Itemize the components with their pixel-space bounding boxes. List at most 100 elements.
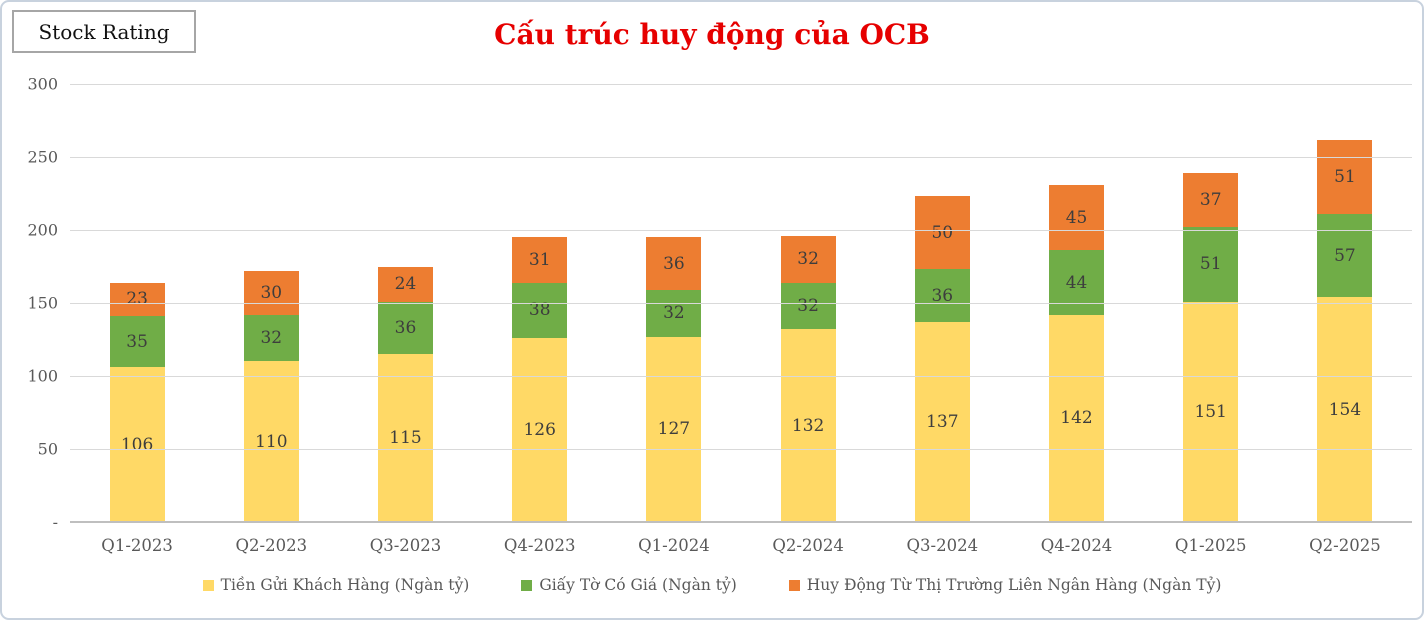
- plot-area: 106 35 23 110 32 30 115 36 24 126 38 31 127 32 36 132 32…: [70, 84, 1412, 523]
- bar-segment: 51: [1317, 139, 1373, 214]
- bar-segment: 57: [1317, 213, 1373, 298]
- data-label: 32: [797, 295, 819, 316]
- bar-segment: 36: [378, 301, 433, 355]
- x-tick-label: Q2-2024: [772, 536, 844, 555]
- bar-segment: 24: [378, 266, 433, 302]
- x-tick-label: Q3-2024: [906, 536, 979, 555]
- bars-container: 106 35 23 110 32 30 115 36 24 126 38 31 127 32 36 132 32…: [70, 84, 1412, 522]
- stacked-bar-Q3-2023: 115 36 24: [378, 266, 433, 522]
- data-label: 32: [797, 249, 819, 270]
- bar-segment: 51: [1183, 227, 1239, 302]
- x-tick-label: Q3-2023: [369, 536, 442, 555]
- x-tick-label: Q4-2024: [1040, 536, 1113, 555]
- legend-label: Huy Động Từ Thị Trường Liên Ngân Hàng (N…: [806, 576, 1222, 594]
- data-label: 23: [126, 289, 148, 310]
- data-label: 36: [931, 285, 954, 306]
- bar-segment: 31: [512, 237, 568, 283]
- x-axis-line: [70, 521, 1412, 523]
- bar-segment: 50: [914, 196, 970, 270]
- legend-label: Giấy Tờ Có Giá (Ngàn tỷ): [539, 576, 737, 594]
- bar-segment: 32: [780, 282, 836, 330]
- x-tick-label: Q1-2024: [638, 536, 710, 555]
- bar-segment: 115: [378, 354, 433, 522]
- legend-swatch-icon: [788, 579, 800, 591]
- data-label: 45: [1065, 207, 1088, 228]
- chart-title: Cấu trúc huy động của OCB: [494, 18, 930, 51]
- bar-slot-Q2-2023: 110 32 30: [204, 84, 338, 522]
- bar-segment: 154: [1317, 297, 1373, 522]
- bar-segment: 37: [1183, 173, 1239, 228]
- x-axis: Q1-2023 Q2-2023 Q3-2023 Q4-2023 Q1-2024 Q2-20…: [70, 536, 1412, 555]
- bar-segment: 106: [109, 367, 165, 522]
- data-label: 142: [1060, 408, 1093, 429]
- gridline-50: [70, 449, 1412, 450]
- bar-slot-Q3-2024: 137 36 50: [875, 84, 1009, 522]
- bar-segment: 126: [512, 338, 568, 522]
- data-label: 151: [1194, 401, 1227, 422]
- bar-segment: 30: [243, 270, 299, 315]
- x-tick-label: Q1-2025: [1174, 536, 1247, 555]
- stock-rating-badge: Stock Rating: [12, 10, 196, 53]
- bar-slot-Q4-2023: 126 38 31: [473, 84, 607, 522]
- bar-slot-Q3-2023: 115 36 24: [338, 84, 472, 522]
- y-tick-label: 100: [27, 366, 58, 386]
- y-tick-label: 50: [37, 439, 58, 459]
- data-label: 126: [523, 420, 556, 441]
- legend-item: Giấy Tờ Có Giá (Ngàn tỷ): [521, 576, 737, 594]
- data-label: 106: [120, 434, 154, 455]
- data-label: 44: [1065, 272, 1088, 293]
- stacked-bar-Q4-2023: 126 38 31: [512, 237, 568, 522]
- stacked-bar-Q1-2024: 127 32 36: [646, 237, 702, 522]
- data-label: 30: [260, 282, 283, 303]
- stacked-bar-Q3-2024: 137 36 50: [914, 196, 970, 522]
- bar-slot-Q2-2024: 132 32 32: [741, 84, 875, 522]
- data-label: 24: [394, 274, 417, 295]
- bar-slot-Q1-2024: 127 32 36: [607, 84, 741, 522]
- legend-item: Tiền Gửi Khách Hàng (Ngàn tỷ): [202, 576, 469, 594]
- bar-segment: 38: [512, 282, 568, 339]
- y-tick-label: 300: [27, 74, 58, 94]
- gridline-100: [70, 376, 1412, 377]
- data-label: 32: [260, 328, 283, 349]
- data-label: 37: [1199, 190, 1222, 211]
- bar-segment: 35: [109, 316, 165, 368]
- data-label: 154: [1328, 399, 1362, 420]
- gridline-200: [70, 230, 1412, 231]
- bar-segment: 23: [109, 282, 165, 317]
- stacked-bar-Q4-2024: 142 44 45: [1049, 184, 1105, 522]
- stacked-bar-Q1-2023: 106 35 23: [109, 282, 165, 522]
- y-tick-label: -: [52, 512, 58, 532]
- data-label: 110: [255, 431, 288, 452]
- stacked-bar-Q2-2025: 154 57 51: [1317, 139, 1373, 522]
- bar-segment: 44: [1049, 250, 1105, 315]
- legend-swatch-icon: [521, 579, 533, 591]
- data-label: 38: [528, 300, 551, 321]
- bar-segment: 36: [914, 269, 970, 322]
- data-label: 35: [126, 331, 148, 352]
- bar-segment: 151: [1183, 301, 1239, 522]
- data-label: 50: [931, 222, 954, 243]
- bar-segment: 32: [780, 235, 836, 283]
- gridline-150: [70, 303, 1412, 304]
- y-tick-label: 150: [27, 293, 58, 313]
- x-tick-label: Q2-2025: [1309, 536, 1381, 555]
- legend: Tiền Gửi Khách Hàng (Ngàn tỷ) Giấy Tờ Có …: [2, 576, 1422, 594]
- data-label: 32: [663, 303, 685, 324]
- bar-slot-Q1-2025: 151 51 37: [1144, 84, 1278, 522]
- gridline-300: [70, 84, 1412, 85]
- data-label: 36: [663, 253, 685, 274]
- x-tick-label: Q4-2023: [503, 536, 576, 555]
- stacked-bar-Q2-2023: 110 32 30: [243, 270, 299, 522]
- bar-segment: 137: [914, 321, 970, 522]
- y-tick-label: 250: [27, 147, 58, 167]
- data-label: 36: [394, 317, 417, 338]
- stacked-bar-Q1-2025: 151 51 37: [1183, 173, 1239, 522]
- stacked-bar-Q2-2024: 132 32 32: [780, 235, 836, 522]
- bar-segment: 32: [646, 289, 702, 337]
- bar-segment: 127: [646, 336, 702, 522]
- bar-segment: 110: [243, 361, 299, 522]
- bar-segment: 36: [646, 237, 702, 290]
- gridline-250: [70, 157, 1412, 158]
- data-label: 137: [926, 411, 959, 432]
